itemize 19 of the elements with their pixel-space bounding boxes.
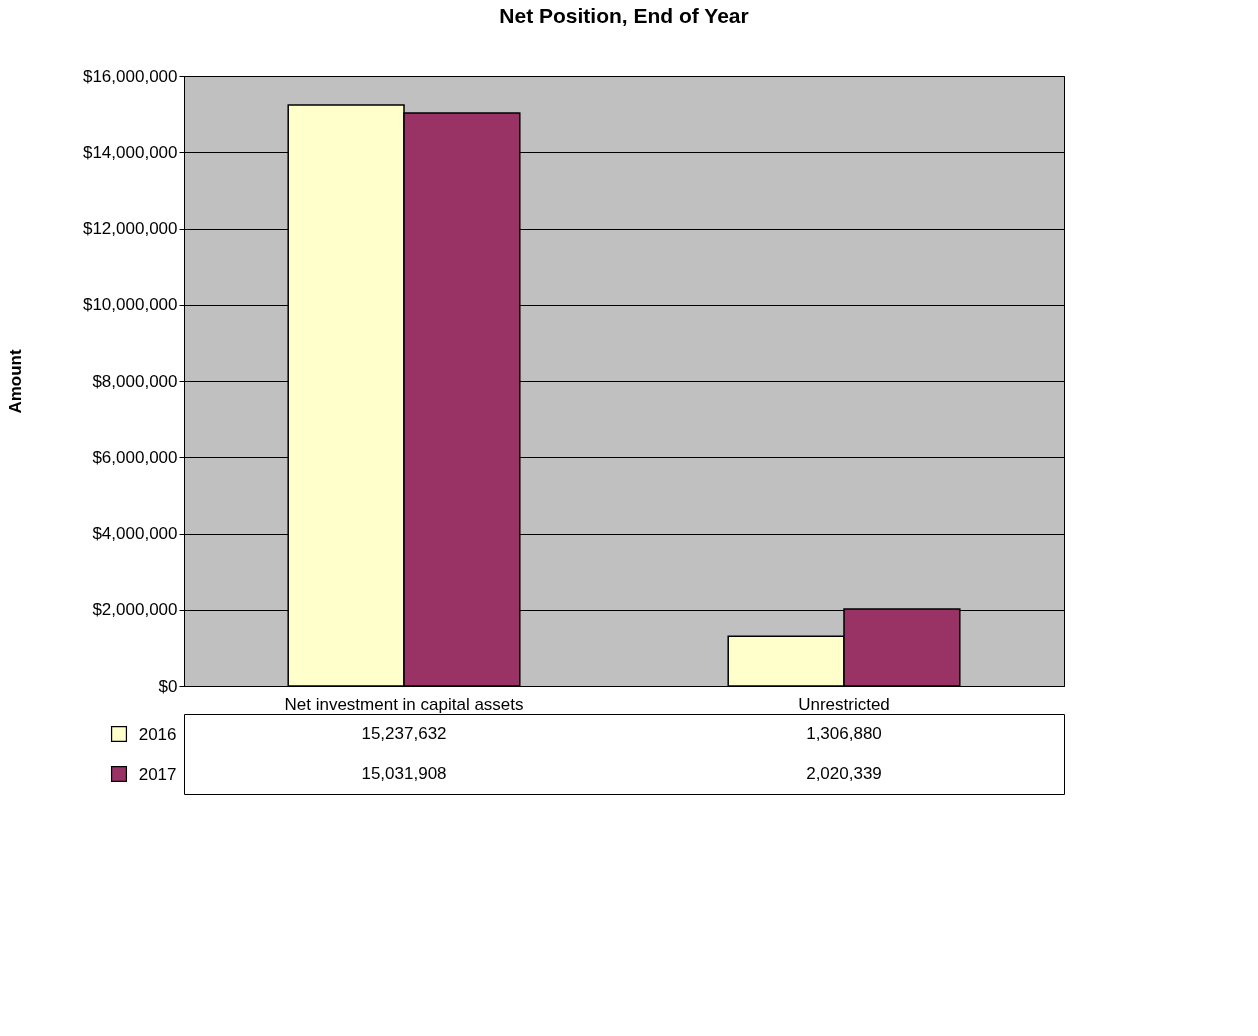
y-tick-label: $0 (158, 676, 178, 696)
y-tick-label: $16,000,000 (82, 66, 178, 86)
legend-label: 2017 (138, 764, 177, 784)
data-label: 2,020,339 (806, 764, 882, 783)
y-tick-label: $10,000,000 (82, 295, 178, 315)
data-label: 15,237,632 (361, 724, 447, 743)
data-label: 15,031,908 (361, 764, 447, 783)
y-axis-title: Amount (5, 349, 25, 414)
y-tick-label: $14,000,000 (82, 142, 178, 162)
y-tick-label: $8,000,000 (92, 371, 178, 391)
chart-title: Net Position, End of Year (499, 4, 749, 27)
x-tick-label: Unrestricted (798, 694, 890, 714)
legend-label: 2016 (138, 724, 177, 744)
x-tick-label: Net investment in capital assets (284, 694, 524, 714)
data-label: 1,306,880 (806, 724, 882, 743)
y-tick-label: $12,000,000 (82, 219, 178, 238)
y-tick-label: $4,000,000 (92, 524, 178, 543)
y-tick-label: $6,000,000 (92, 447, 178, 467)
y-tick-label: $2,000,000 (92, 600, 178, 620)
